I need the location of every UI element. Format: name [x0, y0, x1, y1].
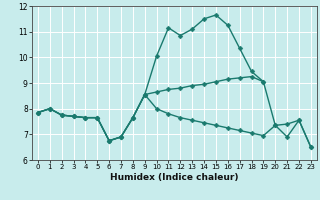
X-axis label: Humidex (Indice chaleur): Humidex (Indice chaleur) [110, 173, 239, 182]
